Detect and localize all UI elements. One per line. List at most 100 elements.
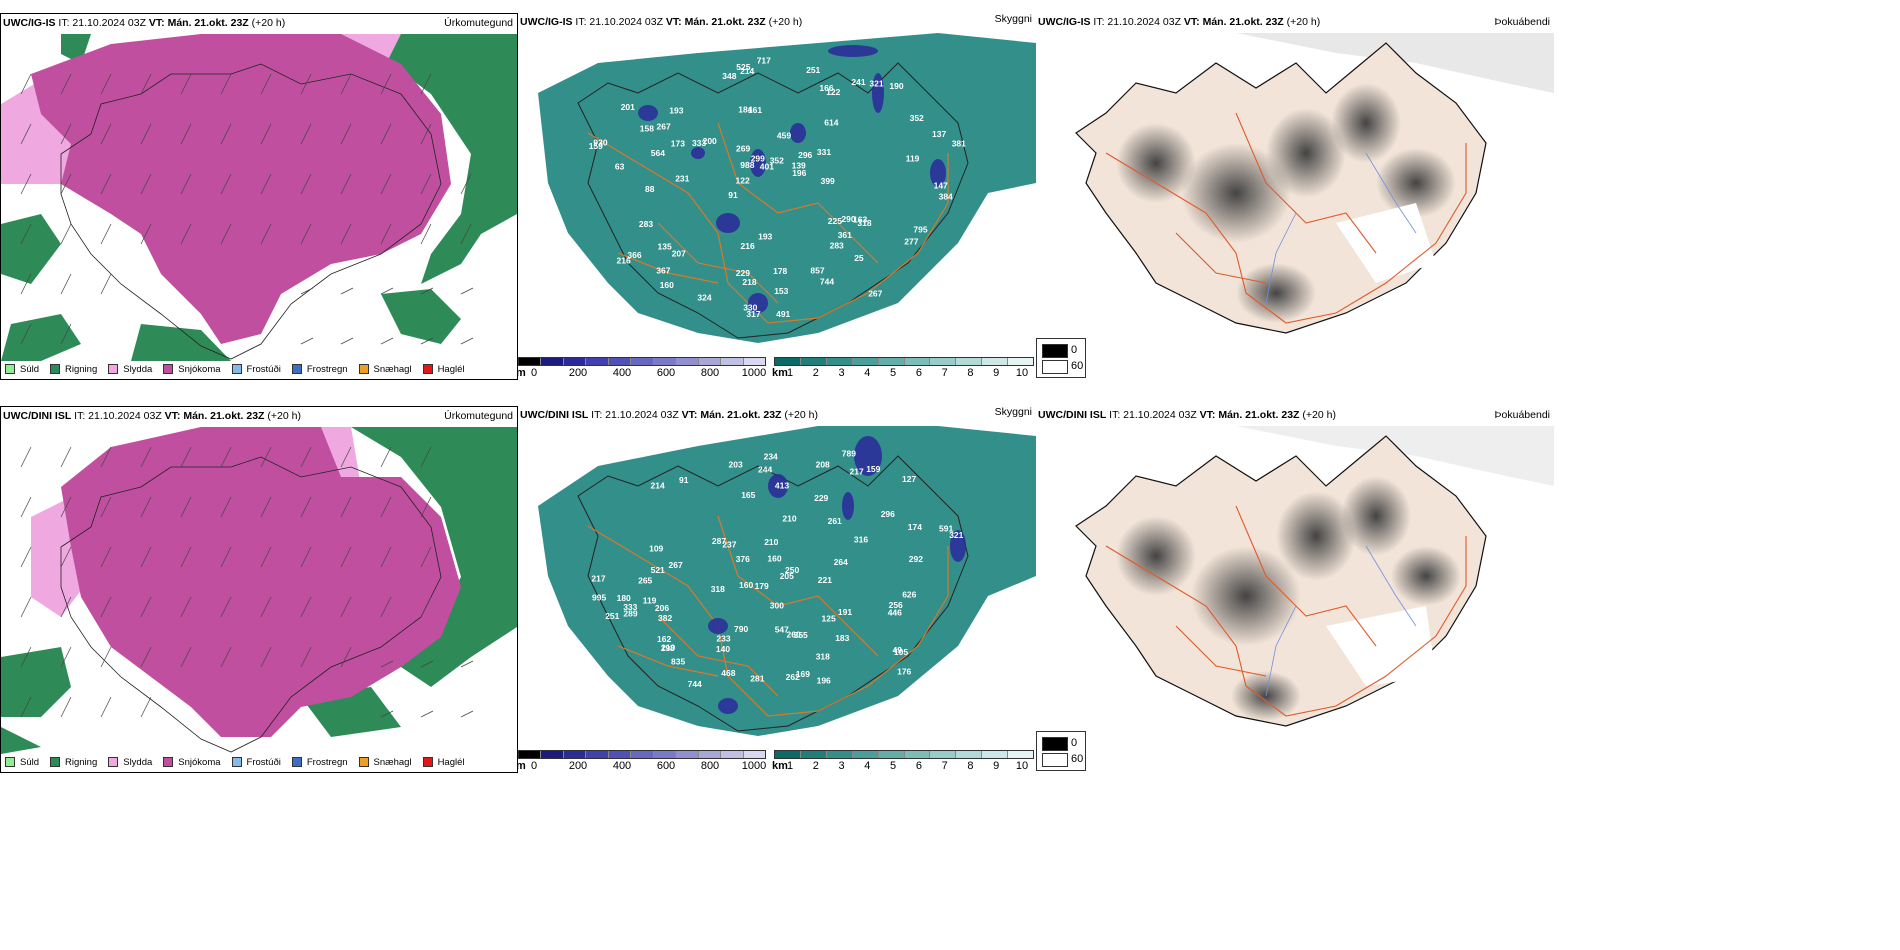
legend-item: Haglél bbox=[422, 757, 465, 768]
colorbar-cell bbox=[698, 751, 722, 758]
rain-area bbox=[1, 314, 81, 361]
visibility-labels: 159 91 296 260 267 382 219 174 316 180 234 183 205 20… bbox=[591, 449, 963, 690]
visibility-value-label: 140 bbox=[716, 644, 730, 654]
visibility-value-label: 216 bbox=[617, 256, 631, 266]
colorbar-tick: 5 bbox=[890, 367, 897, 379]
visibility-value-label: 191 bbox=[838, 607, 852, 617]
visibility-value-label: 290 bbox=[841, 214, 855, 224]
visibility-value-label: 717 bbox=[757, 56, 771, 66]
visibility-value-label: 491 bbox=[776, 309, 790, 319]
legend-item: Rigning bbox=[50, 757, 97, 768]
visibility-map-row2: 159 91 296 260 267 382 219 174 316 180 234 183 205 20… bbox=[538, 426, 1036, 736]
sea-visibility bbox=[538, 33, 1036, 343]
colorbar-cell bbox=[904, 751, 931, 758]
colorbar-tick: 0 bbox=[530, 367, 538, 379]
visibility-value-label: 49 bbox=[893, 645, 903, 655]
colorbar-tick: 4 bbox=[864, 760, 871, 772]
colorbar-tick: 7 bbox=[941, 760, 948, 772]
colorbar-tick: 200 bbox=[568, 367, 588, 379]
colorbar-tick: 6 bbox=[915, 367, 922, 379]
visibility-value-label: 63 bbox=[615, 161, 625, 171]
visibility-value-label: 324 bbox=[697, 293, 711, 303]
visibility-value-label: 262 bbox=[786, 672, 800, 682]
visibility-value-label: 163 bbox=[853, 214, 867, 224]
visibility-value-label: 283 bbox=[830, 241, 844, 251]
colorbar-cell bbox=[904, 358, 931, 365]
visibility-value-label: 795 bbox=[913, 225, 927, 235]
precip-header-row2: UWC/DINI ISL IT: 21.10.2024 03Z VT: Mán.… bbox=[3, 410, 301, 422]
visibility-header-row1: UWC/IG-IS IT: 21.10.2024 03Z VT: Mán. 21… bbox=[520, 16, 803, 28]
visibility-value-label: 366 bbox=[627, 250, 641, 260]
visibility-value-label: 165 bbox=[741, 490, 755, 500]
visibility-value-label: 179 bbox=[755, 581, 769, 591]
visibility-value-label: 241 bbox=[851, 77, 865, 87]
colorbar-tick: 2 bbox=[812, 760, 819, 772]
visibility-value-label: 468 bbox=[721, 668, 735, 678]
colorbar-cell bbox=[541, 358, 564, 365]
rain-area bbox=[381, 289, 461, 344]
colorbar-cell bbox=[826, 751, 853, 758]
colorbar-cell bbox=[1008, 751, 1034, 758]
colorbar-cell bbox=[800, 358, 827, 365]
fog-header-row1: UWC/IG-IS IT: 21.10.2024 03Z VT: Mán. 21… bbox=[1038, 16, 1321, 28]
colorbar-tick: 10 bbox=[1015, 367, 1029, 379]
visibility-value-label: 525 bbox=[736, 62, 750, 72]
colorbar-cell bbox=[878, 358, 905, 365]
visibility-value-label: 835 bbox=[671, 656, 685, 666]
cloud-base-colorbar-row2: 0 200 400 600 800 1000 m bbox=[518, 750, 766, 773]
colorbar-cell bbox=[653, 358, 677, 365]
visibility-unit: km bbox=[772, 760, 788, 772]
visibility-value-label: 161 bbox=[748, 105, 762, 115]
fog-swatch-0 bbox=[1042, 344, 1068, 358]
visibility-value-label: 459 bbox=[777, 131, 791, 141]
rain-area bbox=[131, 324, 231, 361]
visibility-value-label: 125 bbox=[822, 614, 836, 624]
visibility-value-label: 446 bbox=[888, 607, 902, 617]
visibility-colorbar-row2: 1 2 3 4 5 6 7 8 9 10 km bbox=[772, 750, 1034, 773]
visibility-value-label: 988 bbox=[740, 160, 754, 170]
visibility-value-label: 160 bbox=[767, 553, 781, 563]
visibility-value-label: 229 bbox=[736, 268, 750, 278]
visibility-value-label: 122 bbox=[826, 87, 840, 97]
colorbar-cell bbox=[826, 358, 853, 365]
visibility-value-label: 200 bbox=[703, 136, 717, 146]
visibility-map-row1: 63 91 614 184 459 366 200 160 161 296 318 201 214 225… bbox=[538, 33, 1036, 343]
colorbar-tick: 600 bbox=[656, 367, 676, 379]
visibility-value-label: 196 bbox=[792, 168, 806, 178]
visibility-value-label: 250 bbox=[785, 565, 799, 575]
visibility-value-label: 318 bbox=[816, 652, 830, 662]
visibility-value-label: 184 bbox=[738, 104, 752, 114]
visibility-value-label: 218 bbox=[742, 277, 756, 287]
legend-item: Frostregn bbox=[291, 757, 348, 768]
colorbar-tick: 800 bbox=[700, 760, 720, 772]
visibility-value-label: 237 bbox=[722, 539, 736, 549]
colorbar-tick: 2 bbox=[812, 367, 819, 379]
visibility-value-label: 318 bbox=[711, 584, 725, 594]
visibility-value-label: 158 bbox=[640, 124, 654, 134]
visibility-value-label: 173 bbox=[671, 139, 685, 149]
visibility-value-label: 109 bbox=[649, 543, 663, 553]
visibility-value-label: 614 bbox=[824, 117, 838, 127]
colorbar-cell bbox=[775, 751, 801, 758]
visibility-value-label: 193 bbox=[758, 231, 772, 241]
colorbar-tick: 400 bbox=[612, 367, 632, 379]
colorbar-tick: 3 bbox=[838, 760, 845, 772]
fog-swatch-60 bbox=[1042, 360, 1068, 374]
sea-visibility bbox=[538, 426, 1036, 736]
visibility-value-label: 744 bbox=[820, 276, 834, 286]
visibility-value-label: 401 bbox=[760, 161, 774, 171]
visibility-value-label: 105 bbox=[894, 647, 908, 657]
visibility-value-label: 292 bbox=[909, 554, 923, 564]
legend-item: Frostregn bbox=[291, 364, 348, 375]
visibility-value-label: 857 bbox=[810, 266, 824, 276]
colorbar-cell bbox=[743, 751, 765, 758]
visibility-value-label: 256 bbox=[889, 600, 903, 610]
visibility-value-label: 300 bbox=[770, 600, 784, 610]
colorbar-cell bbox=[721, 358, 744, 365]
visibility-value-label: 267 bbox=[669, 560, 683, 570]
visibility-value-label: 160 bbox=[739, 580, 753, 590]
visibility-value-label: 159 bbox=[866, 464, 880, 474]
visibility-value-label: 233 bbox=[716, 634, 730, 644]
colorbar-cell bbox=[982, 358, 1009, 365]
fog-swatch-0 bbox=[1042, 737, 1068, 751]
